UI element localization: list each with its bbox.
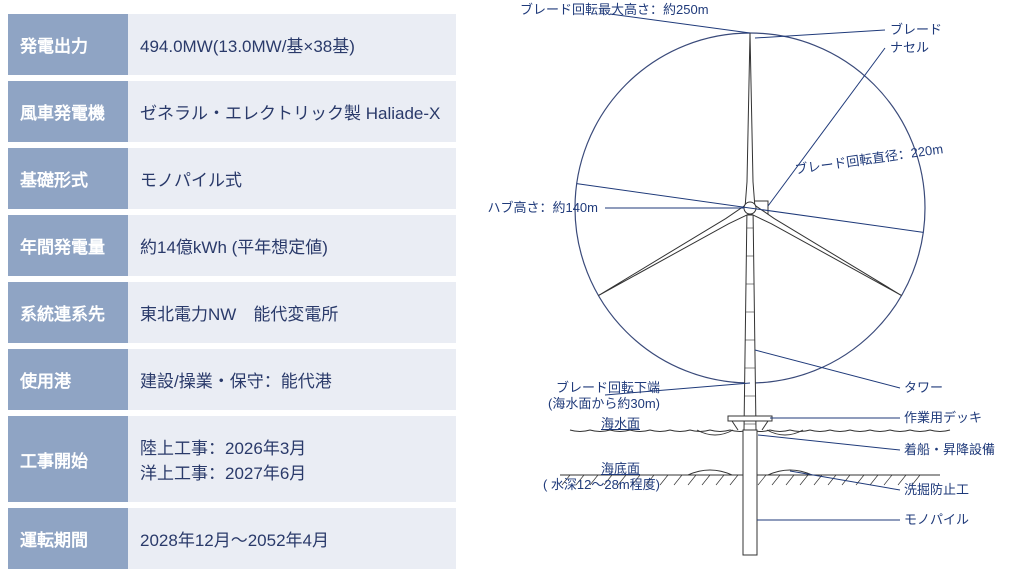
spec-row: 工事開始陸上工事：2026年3月洋上工事：2027年6月: [8, 416, 456, 502]
spec-table: 発電出力494.0MW(13.0MW/基×38基)風車発電機ゼネラル・エレクトリ…: [8, 8, 456, 575]
label-seabed-1: 海底面: [601, 461, 640, 478]
spec-row: 基礎形式モノパイル式: [8, 148, 456, 209]
spec-row: 系統連系先東北電力NW 能代変電所: [8, 282, 456, 343]
label-boarding: 着船・昇降設備: [904, 442, 995, 459]
spec-row: 使用港建設/操業・保守：能代港: [8, 349, 456, 410]
spec-value: モノパイル式: [128, 148, 456, 209]
spec-value: ゼネラル・エレクトリック製 Haliade-X: [128, 81, 456, 142]
label-tower: タワー: [904, 380, 943, 397]
spec-label: 系統連系先: [8, 282, 128, 343]
label-deck: 作業用デッキ: [904, 410, 982, 427]
spec-row: 年間発電量約14億kWh (平年想定値): [8, 215, 456, 276]
spec-value: 建設/操業・保守：能代港: [128, 349, 456, 410]
label-hub-height: ハブ高さ：約140m: [487, 200, 598, 217]
spec-value: 東北電力NW 能代変電所: [128, 282, 456, 343]
label-rotor-bottom-2: (海水面から約30m): [548, 396, 660, 413]
label-max-height: ブレード回転最大高さ：約250m: [520, 2, 709, 19]
spec-value: 2028年12月～2052年4月: [128, 508, 456, 569]
label-sea-surface: 海水面: [601, 416, 640, 433]
spec-row: 運転期間2028年12月～2052年4月: [8, 508, 456, 569]
spec-label: 年間発電量: [8, 215, 128, 276]
label-scour: 洗掘防止工: [904, 482, 969, 499]
spec-label: 基礎形式: [8, 148, 128, 209]
label-seabed-2: ( 水深12～28m程度): [543, 477, 660, 494]
spec-label: 運転期間: [8, 508, 128, 569]
spec-label: 工事開始: [8, 416, 128, 502]
spec-row: 発電出力494.0MW(13.0MW/基×38基): [8, 14, 456, 75]
spec-value: 約14億kWh (平年想定値): [128, 215, 456, 276]
spec-row: 風車発電機ゼネラル・エレクトリック製 Haliade-X: [8, 81, 456, 142]
label-blade: ブレード: [890, 22, 942, 39]
spec-label: 使用港: [8, 349, 128, 410]
spec-panel: 発電出力494.0MW(13.0MW/基×38基)風車発電機ゼネラル・エレクトリ…: [0, 0, 460, 574]
spec-label: 風車発電機: [8, 81, 128, 142]
spec-value: 494.0MW(13.0MW/基×38基): [128, 14, 456, 75]
label-monopile: モノパイル: [904, 512, 969, 529]
spec-label: 発電出力: [8, 14, 128, 75]
label-rotor-bottom-1: ブレード回転下端: [556, 380, 660, 397]
label-nacelle: ナセル: [890, 40, 929, 57]
diagram-panel: ブレード回転最大高さ：約250mブレードナセルハブ高さ：約140mブレード回転直…: [460, 0, 1024, 574]
spec-value: 陸上工事：2026年3月洋上工事：2027年6月: [128, 416, 456, 502]
